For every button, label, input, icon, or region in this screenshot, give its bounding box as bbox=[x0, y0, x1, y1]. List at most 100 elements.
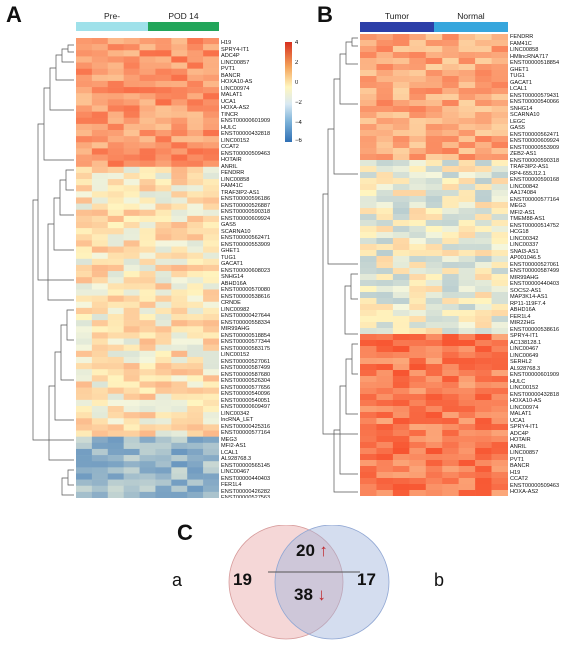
heatmap-cell bbox=[123, 399, 140, 407]
heatmap-cell bbox=[203, 136, 219, 143]
heatmap-cell bbox=[91, 228, 109, 235]
heatmap-cell bbox=[203, 381, 219, 388]
heatmap-cell bbox=[376, 214, 394, 221]
heatmap-cell bbox=[139, 111, 156, 119]
heatmap-cell bbox=[139, 130, 156, 137]
heatmap-cell bbox=[360, 346, 377, 353]
heatmap-cell bbox=[442, 196, 459, 203]
heatmap-cell bbox=[171, 307, 188, 315]
heatmap-cell bbox=[91, 277, 109, 284]
heatmap-cell bbox=[171, 369, 188, 376]
heatmap-cell bbox=[425, 118, 443, 125]
gene-label: ENST00000440403 bbox=[510, 281, 560, 287]
heatmap-cell bbox=[139, 87, 156, 94]
heatmap-cell bbox=[76, 191, 93, 198]
heatmap-cell bbox=[187, 491, 204, 498]
heatmap-cell bbox=[187, 418, 204, 425]
heatmap-cell bbox=[91, 209, 109, 217]
heatmap-cell bbox=[203, 80, 219, 88]
heatmap-cell bbox=[425, 250, 443, 257]
heatmap-cell bbox=[409, 316, 427, 323]
gene-label: ANRIL bbox=[221, 163, 238, 170]
heatmap-cell bbox=[425, 430, 443, 437]
heatmap-cell bbox=[360, 184, 377, 191]
gene-label: LINC00858 bbox=[221, 176, 250, 183]
gene-label: LINC00342 bbox=[510, 235, 539, 242]
heatmap-cell bbox=[155, 99, 172, 106]
heatmap-cell bbox=[155, 412, 172, 419]
heatmap-cell bbox=[91, 418, 109, 425]
heatmap-cell bbox=[425, 238, 443, 245]
heatmap-cell bbox=[392, 82, 410, 89]
heatmap-cell bbox=[187, 424, 204, 431]
heatmap-cell bbox=[171, 44, 188, 51]
heatmap-cell bbox=[139, 356, 156, 364]
heatmap-cell bbox=[360, 388, 377, 395]
heatmap-cell bbox=[442, 136, 459, 143]
heatmap-cell bbox=[409, 328, 427, 335]
heatmap-cell bbox=[123, 307, 140, 315]
heatmap-cell bbox=[409, 172, 427, 179]
gene-label: GAS5 bbox=[510, 125, 525, 131]
heatmap-cell bbox=[409, 202, 427, 209]
heatmap-cell bbox=[425, 220, 443, 227]
heatmap-cell bbox=[123, 436, 140, 444]
heatmap-cell bbox=[392, 322, 410, 329]
legend-tick-2: 2 bbox=[295, 60, 299, 66]
heatmap-cell bbox=[155, 418, 172, 425]
heatmap-cell bbox=[442, 148, 459, 155]
heatmap-cell bbox=[458, 418, 476, 425]
heatmap-cell bbox=[360, 412, 377, 419]
heatmap-cell bbox=[458, 178, 476, 185]
heatmap-cell bbox=[491, 118, 508, 125]
heatmap-cell bbox=[475, 394, 492, 401]
heatmap-cell bbox=[491, 154, 508, 161]
gene-label: HOXA-AS2 bbox=[221, 105, 250, 111]
heatmap-cell bbox=[203, 123, 219, 131]
heatmap-cell bbox=[139, 473, 156, 480]
heatmap-cell bbox=[123, 74, 140, 82]
heatmap-cell bbox=[491, 64, 508, 71]
heatmap-cell bbox=[123, 485, 140, 493]
heatmap-cell bbox=[187, 381, 204, 388]
heatmap-cell bbox=[107, 191, 124, 198]
heatmap-cell bbox=[107, 111, 124, 119]
heatmap-cell bbox=[203, 99, 219, 106]
heatmap-cell bbox=[491, 202, 508, 209]
heatmap-cell bbox=[123, 387, 140, 395]
heatmap-cell bbox=[76, 62, 93, 69]
heatmap-cell bbox=[442, 238, 459, 245]
heatmap-cell bbox=[171, 264, 188, 272]
gene-label: ENST00000553909 bbox=[221, 241, 271, 248]
heatmap-cell bbox=[491, 190, 508, 197]
heatmap-cell bbox=[376, 418, 394, 425]
heatmap-cell bbox=[409, 184, 427, 191]
heatmap-cell bbox=[155, 197, 172, 204]
heatmap-cell bbox=[491, 232, 508, 239]
heatmap-cell bbox=[187, 111, 204, 119]
gene-label: GHET1 bbox=[510, 66, 529, 73]
heatmap-cell bbox=[360, 52, 377, 59]
heatmap-cell bbox=[392, 184, 410, 191]
heatmap-cell bbox=[409, 64, 427, 71]
heatmap-cell bbox=[187, 38, 204, 45]
heatmap-cell bbox=[155, 246, 172, 253]
gene-label: LINC00467 bbox=[510, 346, 539, 352]
heatmap-cell bbox=[203, 375, 219, 382]
heatmap-cell bbox=[425, 160, 443, 167]
heatmap-cell bbox=[360, 34, 377, 41]
heatmap-cell bbox=[123, 203, 140, 211]
gene-label: ENST00000426282 bbox=[221, 488, 271, 495]
heatmap-cell bbox=[475, 460, 492, 467]
heatmap-cell bbox=[458, 82, 476, 89]
heatmap-cell bbox=[139, 467, 156, 474]
heatmap-cell bbox=[409, 268, 427, 275]
heatmap-cell bbox=[458, 478, 476, 485]
heatmap-cell bbox=[409, 46, 427, 53]
heatmap-cell bbox=[425, 352, 443, 359]
heatmap-cell bbox=[442, 262, 459, 269]
gene-label: ENST00000425316 bbox=[221, 423, 271, 430]
heatmap-cell bbox=[360, 262, 377, 269]
heatmap-cell bbox=[458, 370, 476, 377]
heatmap-cell bbox=[392, 394, 410, 401]
